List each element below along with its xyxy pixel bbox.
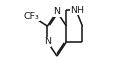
Text: N: N — [44, 37, 51, 46]
Text: CF₃: CF₃ — [23, 12, 39, 21]
Text: N: N — [53, 7, 60, 16]
Text: NH: NH — [70, 6, 84, 15]
